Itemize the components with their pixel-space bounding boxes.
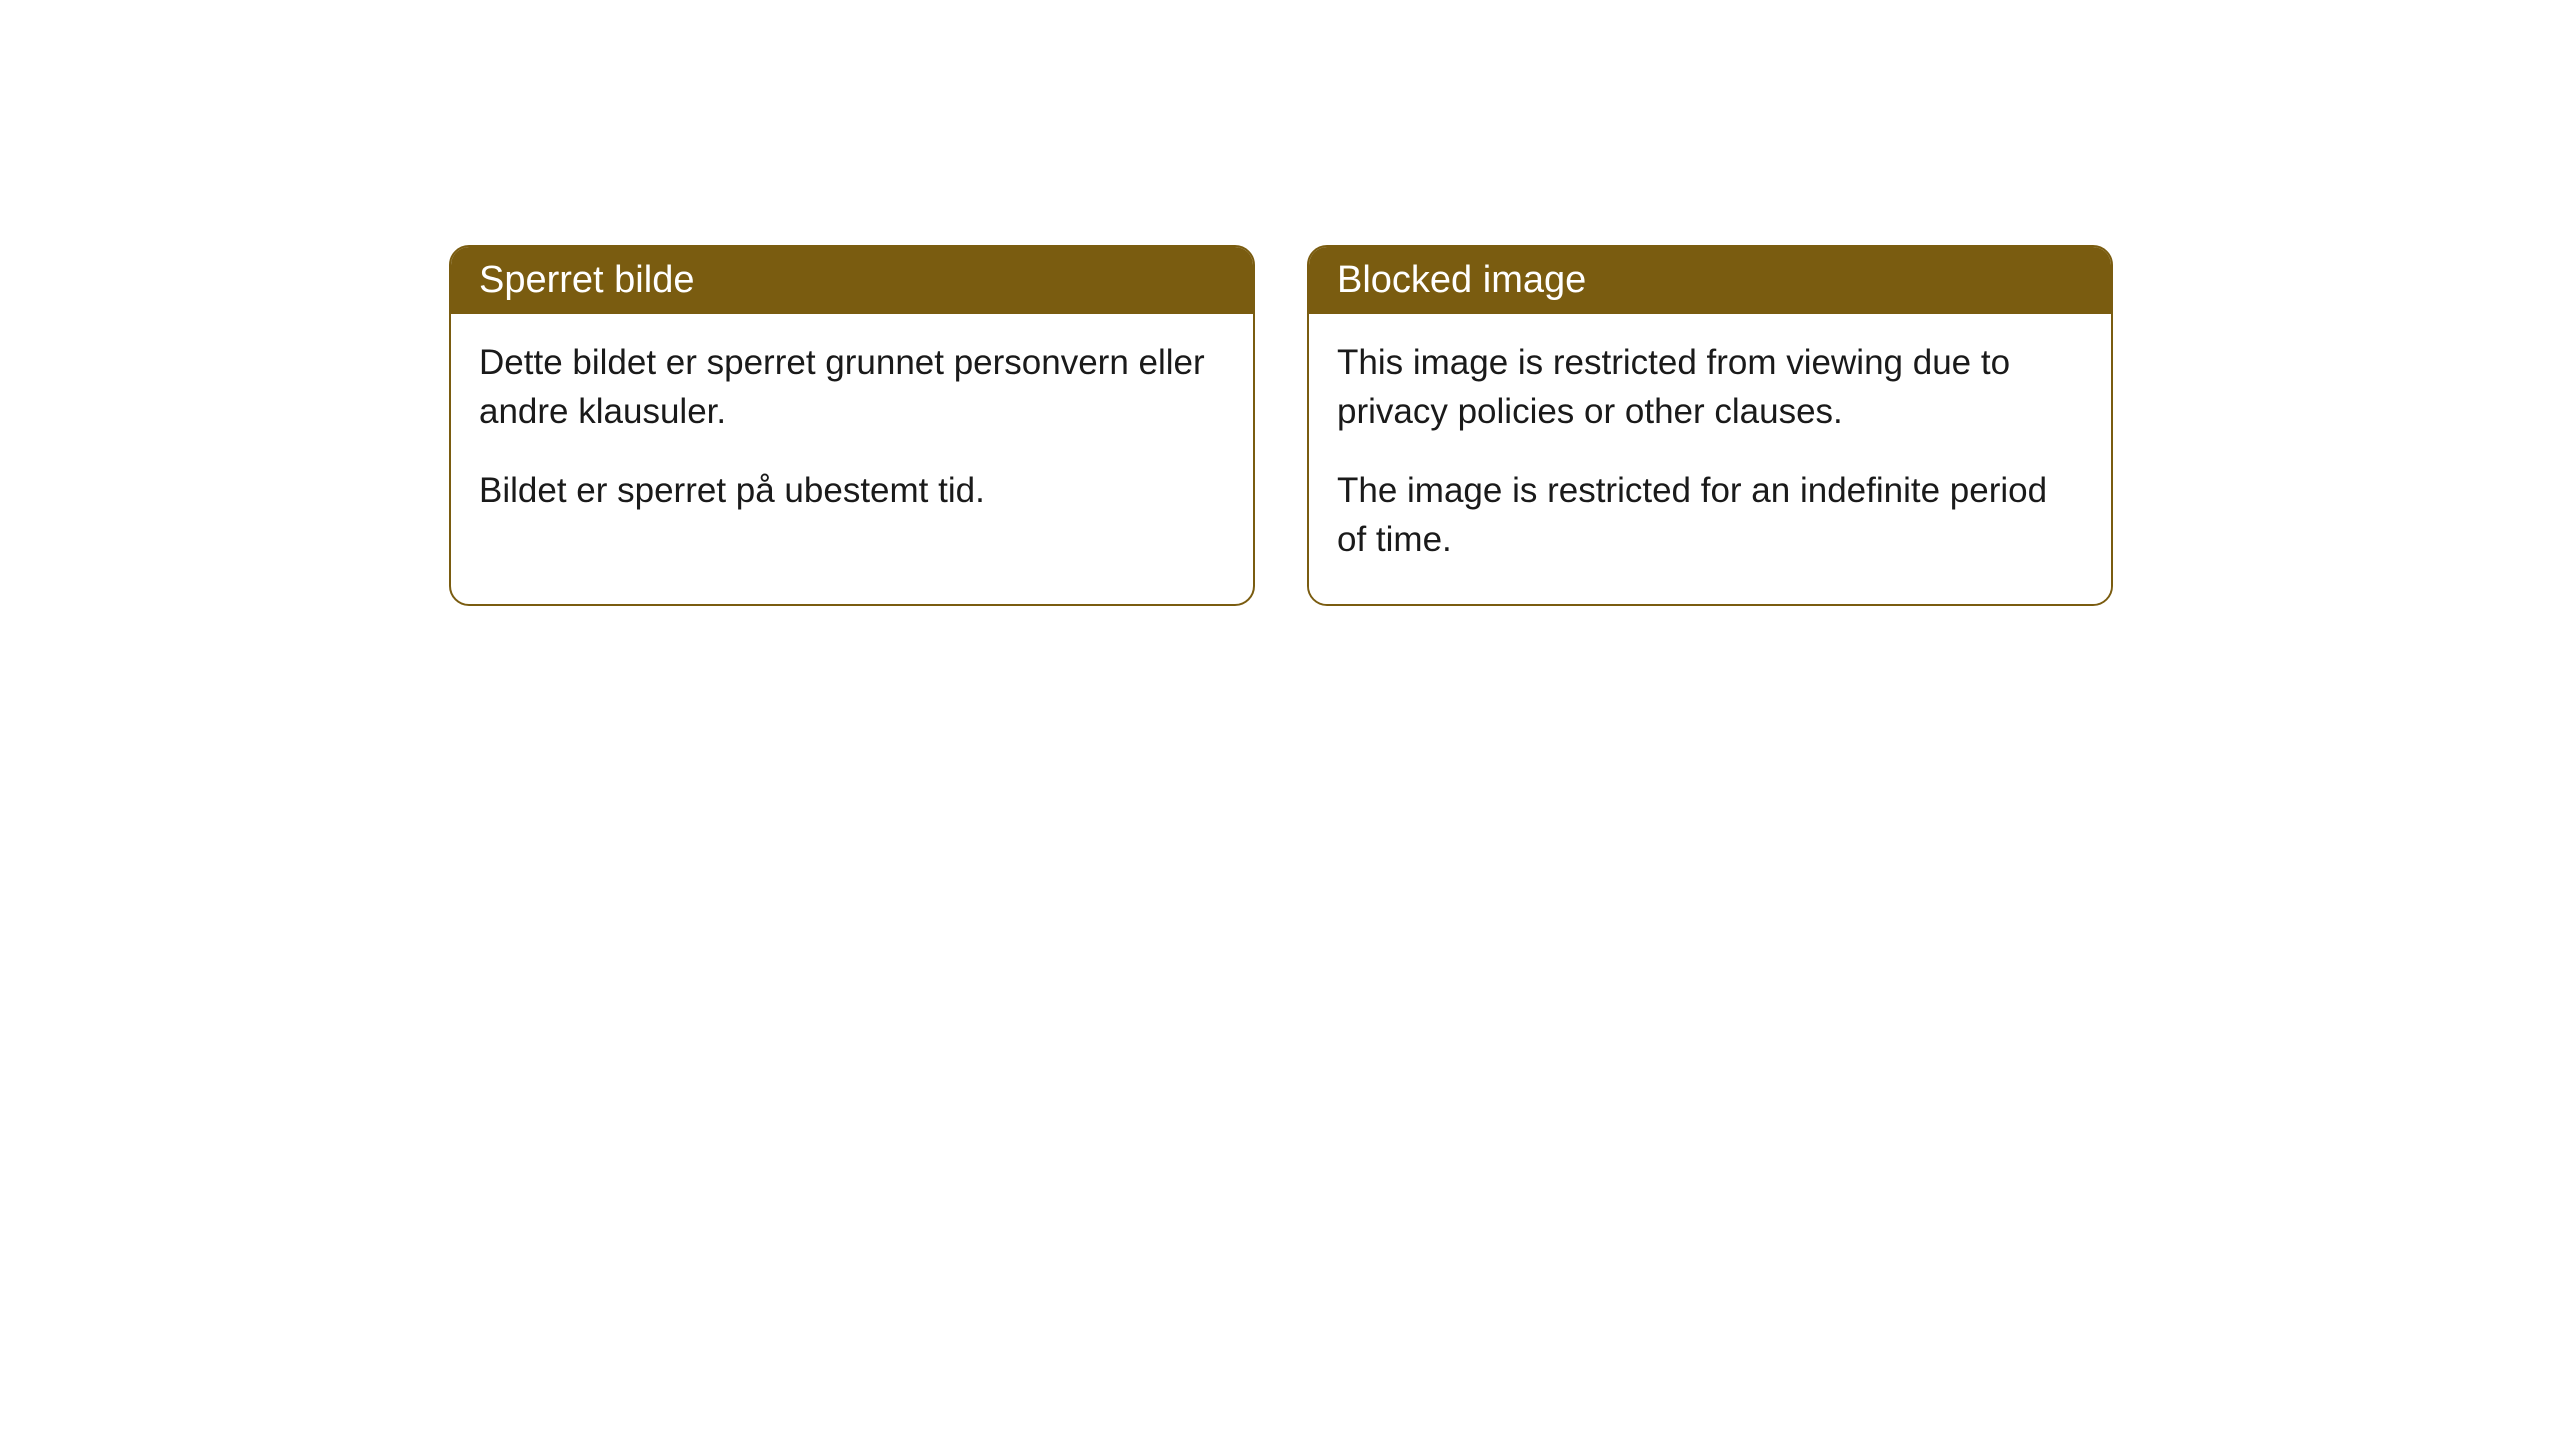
notice-card-norwegian: Sperret bilde Dette bildet er sperret gr… [449, 245, 1255, 606]
card-title-norwegian: Sperret bilde [479, 259, 694, 301]
card-paragraph-english-2: The image is restricted for an indefinit… [1337, 466, 2083, 564]
notice-card-english: Blocked image This image is restricted f… [1307, 245, 2113, 606]
card-paragraph-english-1: This image is restricted from viewing du… [1337, 338, 2083, 436]
notice-cards-container: Sperret bilde Dette bildet er sperret gr… [449, 245, 2113, 606]
card-title-english: Blocked image [1337, 259, 1586, 301]
card-header-norwegian: Sperret bilde [451, 247, 1253, 314]
card-header-english: Blocked image [1309, 247, 2111, 314]
card-body-english: This image is restricted from viewing du… [1309, 314, 2111, 604]
card-body-norwegian: Dette bildet er sperret grunnet personve… [451, 314, 1253, 555]
card-paragraph-norwegian-1: Dette bildet er sperret grunnet personve… [479, 338, 1225, 436]
card-paragraph-norwegian-2: Bildet er sperret på ubestemt tid. [479, 466, 1225, 515]
